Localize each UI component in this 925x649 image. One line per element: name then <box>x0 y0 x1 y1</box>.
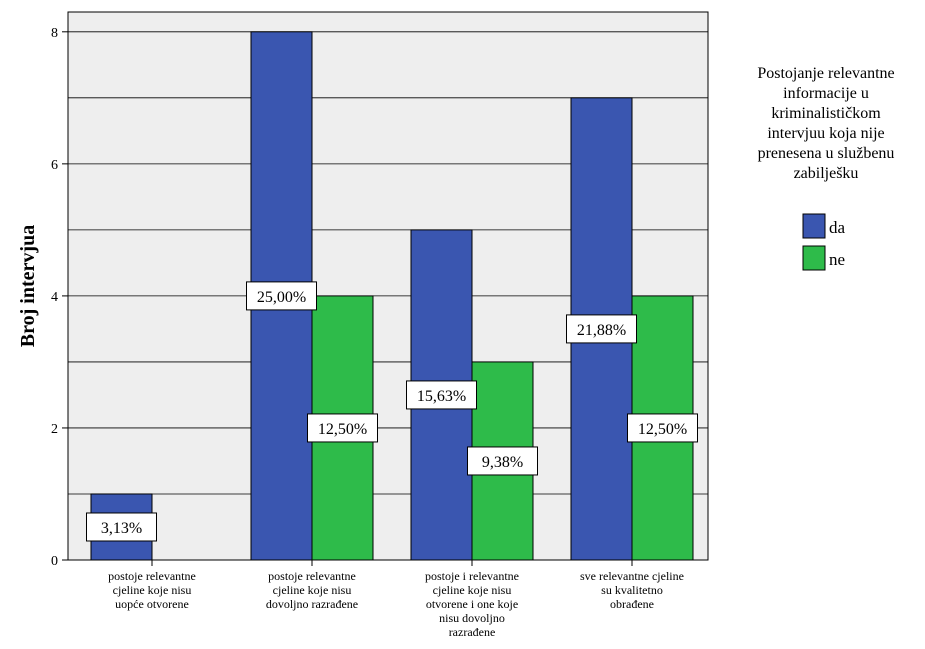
data-label-text: 3,13% <box>101 520 142 537</box>
x-category-label-line: postoje i relevantne <box>425 569 519 583</box>
legend-title-line: Postojanje relevantne <box>757 65 894 82</box>
x-category-label: postoje relevantne cjeline koje nisu uopće… <box>108 569 196 611</box>
x-category-label-line: postoje relevantne <box>268 569 356 583</box>
y-tick-label: 4 <box>51 290 58 305</box>
data-label-text: 12,50% <box>638 421 687 438</box>
data-label-box <box>566 314 637 344</box>
x-category-label-line: cjeline koje nisu <box>433 583 512 597</box>
x-category-label-line: obrađene <box>610 597 654 611</box>
legend-title-line: zabilješku <box>794 165 859 182</box>
x-category-label-line: nisu dovoljno <box>439 611 505 625</box>
data-label-box <box>307 413 378 443</box>
data-label: 12,50% <box>627 413 698 443</box>
x-category-label-line: otvorene i one koje <box>426 597 518 611</box>
legend-title-line: informacije u <box>783 85 869 102</box>
data-label-box <box>467 446 538 476</box>
data-label: 25,00% <box>246 281 317 311</box>
x-category-label-line: dovoljno razrađene <box>266 597 358 611</box>
x-category-label-line: razrađene <box>449 625 496 639</box>
data-label: 9,38% <box>467 446 538 476</box>
legend-swatch <box>802 245 826 271</box>
plot-frame <box>67 11 709 561</box>
data-label: 21,88% <box>566 314 637 344</box>
bars: 3,13% 25,00% 12,50% 15,63% 9,38% 21,88% 12,50% <box>86 31 698 561</box>
data-label: 12,50% <box>307 413 378 443</box>
legend-item-da: da <box>802 213 846 239</box>
x-category-label-line: su kvalitetno <box>601 583 663 597</box>
legend-title-line: prenesena u službenu <box>758 145 895 162</box>
y-tick-label: 2 <box>51 422 58 437</box>
legend-title-line: intervjuu koja nije <box>767 125 884 142</box>
legend-label: ne <box>829 250 845 269</box>
y-tick-label: 8 <box>51 26 58 41</box>
x-category-label-line: sve relevantne cjeline <box>580 569 684 583</box>
data-label-text: 9,38% <box>482 454 523 471</box>
x-category-label: sve relevantne cjeline su kvalitetno obrađ… <box>580 569 684 611</box>
legend-swatch <box>802 213 826 239</box>
legend-title-line: kriminalističkom <box>771 105 881 122</box>
x-category-label-line: uopće otvorene <box>115 597 189 611</box>
data-label: 15,63% <box>406 380 477 410</box>
data-label-box <box>406 380 477 410</box>
x-category-label: postoje i relevantne cjeline koje nisu otv… <box>425 569 519 639</box>
x-axis: postoje relevantne cjeline koje nisu uopće… <box>108 560 684 639</box>
data-label: 3,13% <box>86 512 157 542</box>
x-category-label-line: cjeline koje nisu <box>113 583 192 597</box>
y-axis: 0 2 4 6 8 <box>51 26 68 569</box>
data-label-text: 21,88% <box>577 322 626 339</box>
x-category-label-line: cjeline koje nisu <box>273 583 352 597</box>
data-label-text: 15,63% <box>417 388 466 405</box>
legend: Postojanje relevantne informacije u krimin… <box>757 65 895 271</box>
y-tick-label: 6 <box>51 158 58 173</box>
legend-item-ne: ne <box>802 245 845 271</box>
data-label-box <box>627 413 698 443</box>
data-label-text: 12,50% <box>318 421 367 438</box>
legend-label: da <box>829 218 846 237</box>
y-axis-label: Broj intervjua <box>17 225 39 347</box>
y-tick-label: 0 <box>51 554 58 569</box>
legend-title: Postojanje relevantne informacije u krimin… <box>757 65 894 182</box>
x-category-label-line: postoje relevantne <box>108 569 196 583</box>
x-category-label: postoje relevantne cjeline koje nisu dovol… <box>266 569 358 611</box>
data-label-text: 25,00% <box>257 289 306 306</box>
data-label-box <box>86 512 157 542</box>
data-label-box <box>246 281 317 311</box>
